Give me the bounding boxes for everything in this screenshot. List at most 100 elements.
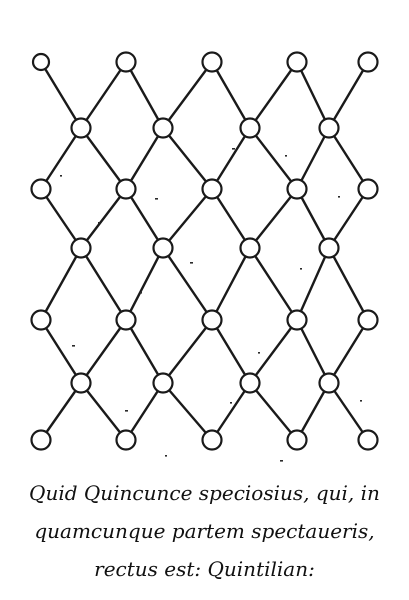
lattice-edge-17 bbox=[79, 187, 128, 250]
lattice-edge-45 bbox=[248, 381, 299, 442]
lattice-node-13 bbox=[357, 178, 379, 200]
lattice-edge-15 bbox=[327, 126, 370, 191]
lattice-node-29 bbox=[201, 429, 223, 451]
lattice-node-0 bbox=[31, 52, 51, 72]
lattice-edge-35 bbox=[161, 318, 214, 385]
lattice-edge-21 bbox=[248, 187, 299, 250]
lattice-node-12 bbox=[286, 178, 308, 200]
lattice-edge-47 bbox=[327, 381, 370, 442]
lattice-edge-14 bbox=[295, 126, 331, 191]
print-speck-8 bbox=[140, 292, 142, 294]
lattice-node-1 bbox=[115, 51, 137, 73]
lattice-edge-33 bbox=[79, 318, 128, 385]
lattice-node-7 bbox=[239, 117, 261, 139]
lattice-node-10 bbox=[115, 178, 137, 200]
lattice-edge-5 bbox=[248, 60, 299, 130]
print-speck-15 bbox=[280, 460, 283, 462]
lattice-edge-4 bbox=[210, 60, 252, 130]
lattice-node-6 bbox=[152, 117, 174, 139]
lattice-node-31 bbox=[357, 429, 379, 451]
lattice-node-5 bbox=[70, 117, 92, 139]
print-speck-4 bbox=[338, 196, 340, 198]
lattice-edge-22 bbox=[295, 187, 331, 250]
lattice-node-4 bbox=[357, 51, 379, 73]
print-speck-0 bbox=[232, 148, 235, 150]
lattice-edge-11 bbox=[161, 126, 214, 191]
lattice-edge-13 bbox=[248, 126, 299, 191]
print-speck-9 bbox=[72, 345, 75, 347]
lattice-edge-25 bbox=[79, 246, 128, 322]
print-speck-14 bbox=[165, 455, 167, 457]
lattice-edge-36 bbox=[210, 318, 252, 385]
lattice-edge-38 bbox=[295, 318, 331, 385]
lattice-edge-16 bbox=[39, 187, 83, 250]
lattice-edge-27 bbox=[161, 246, 214, 322]
print-speck-5 bbox=[98, 222, 100, 224]
print-speck-13 bbox=[230, 402, 232, 404]
lattice-edge-44 bbox=[210, 381, 252, 442]
lattice-node-11 bbox=[201, 178, 223, 200]
lattice-edge-37 bbox=[248, 318, 299, 385]
lattice-node-17 bbox=[318, 237, 340, 259]
print-speck-10 bbox=[258, 352, 260, 354]
lattice-node-21 bbox=[286, 309, 308, 331]
lattice-node-14 bbox=[70, 237, 92, 259]
print-specks bbox=[60, 148, 362, 462]
lattice-edge-7 bbox=[327, 60, 370, 130]
lattice-edge-26 bbox=[124, 246, 165, 322]
lattice-edge-10 bbox=[124, 126, 165, 191]
print-speck-7 bbox=[300, 268, 302, 270]
lattice-edge-2 bbox=[124, 60, 165, 130]
lattice-node-28 bbox=[115, 429, 137, 451]
caption-line-2: quamcunque partem spectaueris, bbox=[34, 519, 375, 543]
lattice-nodes bbox=[30, 51, 379, 451]
print-speck-12 bbox=[125, 410, 128, 412]
quincunx-lattice bbox=[30, 51, 379, 462]
lattice-edge-40 bbox=[39, 381, 83, 442]
lattice-edge-8 bbox=[39, 126, 83, 191]
caption-line-1: Quid Quincunce speciosius, qui, in bbox=[29, 481, 380, 505]
lattice-edge-42 bbox=[124, 381, 165, 442]
lattice-node-2 bbox=[201, 51, 223, 73]
caption: Quid Quincunce speciosius, qui, in quamc… bbox=[0, 474, 409, 588]
print-speck-2 bbox=[60, 175, 62, 177]
print-speck-1 bbox=[285, 155, 287, 157]
lattice-edge-29 bbox=[248, 246, 299, 322]
lattice-edge-41 bbox=[79, 381, 128, 442]
lattice-node-24 bbox=[152, 372, 174, 394]
lattice-edge-6 bbox=[295, 60, 331, 130]
lattice-edge-3 bbox=[161, 60, 214, 130]
lattice-node-8 bbox=[318, 117, 340, 139]
lattice-edge-46 bbox=[295, 381, 331, 442]
lattice-node-3 bbox=[286, 51, 308, 73]
lattice-edge-34 bbox=[124, 318, 165, 385]
caption-line-3: rectus est: Quintilian: bbox=[94, 557, 315, 581]
lattice-edge-9 bbox=[79, 126, 128, 191]
print-speck-6 bbox=[190, 262, 193, 264]
lattice-node-23 bbox=[70, 372, 92, 394]
lattice-edge-0 bbox=[39, 60, 83, 130]
lattice-edge-32 bbox=[39, 318, 83, 385]
lattice-edge-28 bbox=[210, 246, 252, 322]
lattice-node-25 bbox=[239, 372, 261, 394]
lattice-node-18 bbox=[30, 309, 52, 331]
lattice-node-16 bbox=[239, 237, 261, 259]
print-speck-11 bbox=[360, 400, 362, 402]
lattice-edge-39 bbox=[327, 318, 370, 385]
lattice-edge-1 bbox=[79, 60, 128, 130]
lattice-edge-43 bbox=[161, 381, 214, 442]
lattice-node-20 bbox=[201, 309, 223, 331]
lattice-edge-23 bbox=[327, 187, 370, 250]
lattice-edge-24 bbox=[39, 246, 83, 322]
lattice-edge-20 bbox=[210, 187, 252, 250]
lattice-edge-30 bbox=[295, 246, 331, 322]
lattice-node-30 bbox=[286, 429, 308, 451]
lattice-edge-31 bbox=[327, 246, 370, 322]
print-speck-3 bbox=[155, 198, 158, 200]
lattice-node-26 bbox=[318, 372, 340, 394]
lattice-node-15 bbox=[152, 237, 174, 259]
lattice-node-9 bbox=[30, 178, 52, 200]
lattice-node-19 bbox=[115, 309, 137, 331]
lattice-edge-12 bbox=[210, 126, 252, 191]
lattice-edge-19 bbox=[161, 187, 214, 250]
